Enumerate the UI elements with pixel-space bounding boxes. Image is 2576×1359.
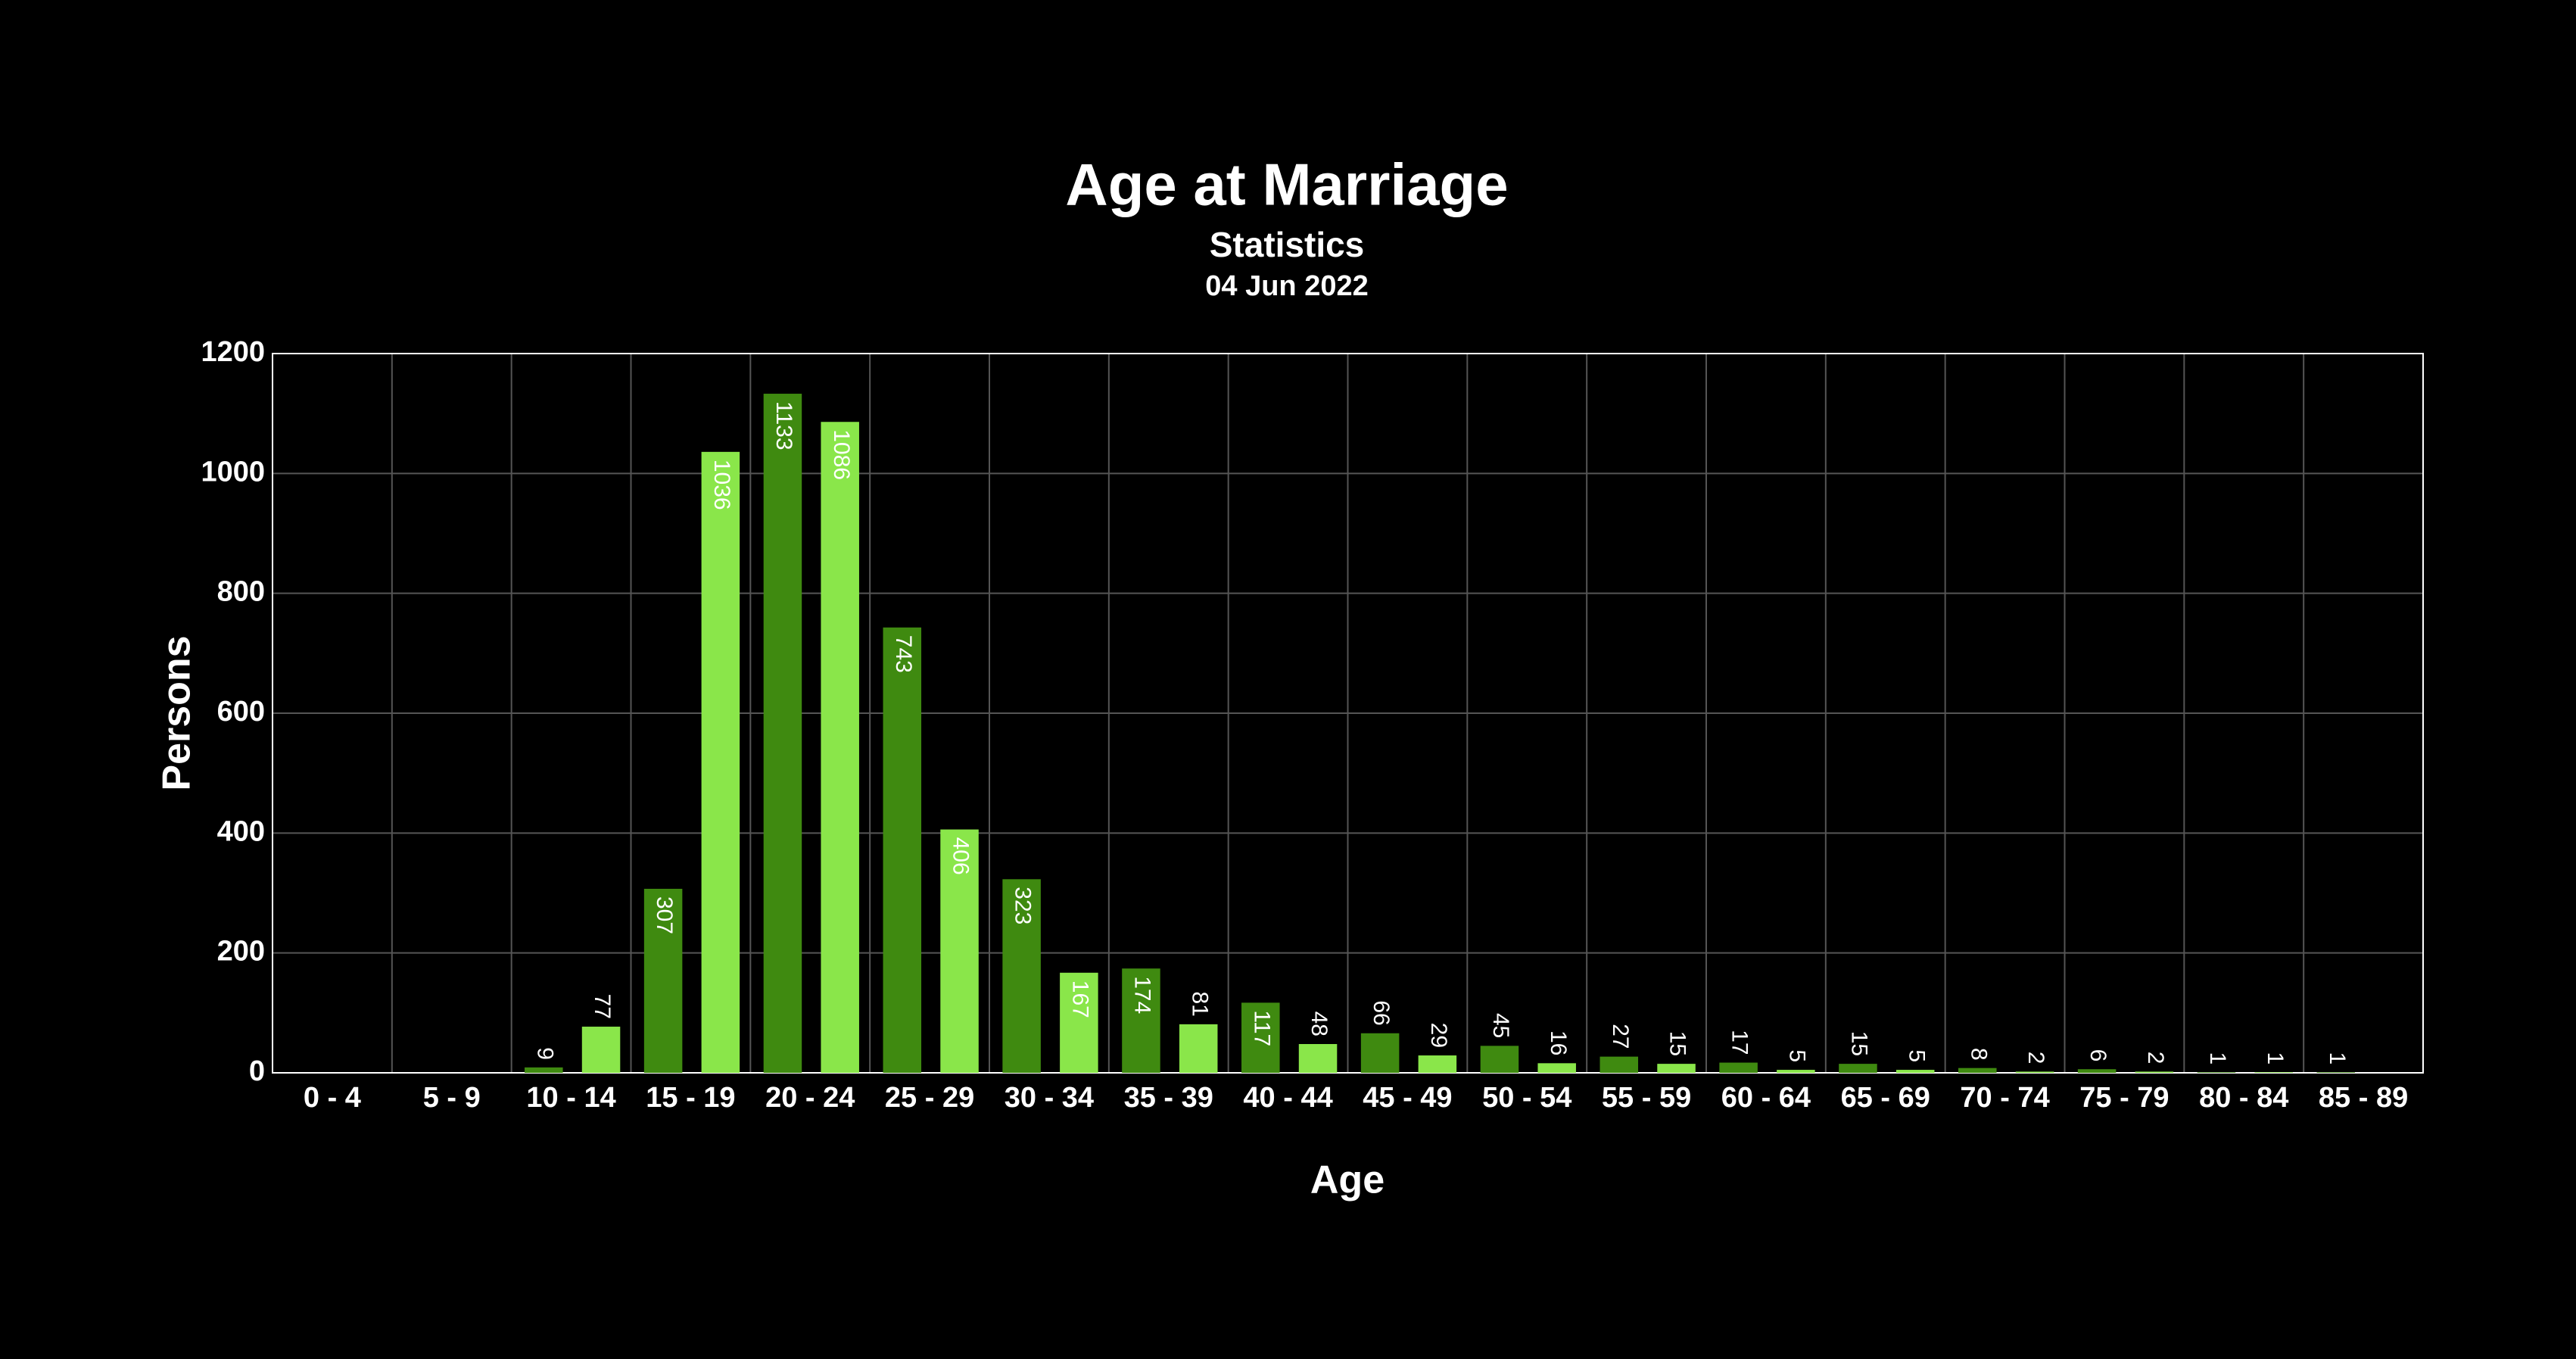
data-label: 77 (590, 994, 615, 1019)
x-tick-label: 40 - 44 (1243, 1082, 1332, 1114)
data-label: 5 (1904, 1049, 1929, 1062)
bar (1360, 1033, 1400, 1073)
bar (1060, 972, 1098, 1073)
bar (2316, 1072, 2356, 1073)
data-label: 174 (1130, 976, 1155, 1014)
bar (1298, 1044, 1338, 1073)
data-label: 5 (1784, 1049, 1809, 1062)
data-label: 16 (1546, 1030, 1571, 1055)
x-tick-label: 35 - 39 (1124, 1082, 1213, 1114)
y-tick-label: 800 (217, 576, 265, 608)
x-tick-label: 60 - 64 (1721, 1082, 1811, 1114)
x-tick-label: 25 - 29 (885, 1082, 974, 1114)
bar (525, 1067, 563, 1073)
data-label: 1086 (829, 429, 854, 480)
y-tick-label: 200 (217, 936, 265, 968)
data-label: 1036 (709, 460, 734, 510)
x-tick-label: 55 - 59 (1602, 1082, 1691, 1114)
chart-title: Age at Marriage (1065, 151, 1508, 218)
y-tick-label: 400 (217, 815, 265, 847)
bar (1719, 1062, 1758, 1073)
bar (581, 1027, 621, 1073)
chart-subtitle: Statistics (1210, 225, 1365, 264)
y-tick-label: 1200 (201, 336, 265, 368)
bar (883, 627, 922, 1073)
x-tick-label: 15 - 19 (646, 1082, 735, 1114)
data-label: 48 (1307, 1011, 1332, 1036)
x-tick-label: 20 - 24 (765, 1082, 855, 1114)
bar (1839, 1064, 1877, 1073)
data-label: 15 (1665, 1031, 1690, 1056)
bar (1537, 1063, 1576, 1073)
y-tick-label: 1000 (201, 456, 265, 488)
data-label: 15 (1847, 1031, 1872, 1056)
bar (1599, 1056, 1639, 1073)
data-label: 29 (1426, 1023, 1451, 1048)
data-label: 8 (1966, 1048, 1991, 1061)
bar (763, 394, 802, 1073)
data-label: 27 (1608, 1024, 1633, 1049)
bar (1777, 1070, 1815, 1073)
data-label: 307 (652, 896, 677, 934)
bar (643, 888, 683, 1073)
bar (1895, 1070, 1935, 1073)
data-label: 1 (2325, 1052, 2350, 1065)
bar (2077, 1069, 2117, 1073)
x-tick-label: 80 - 84 (2199, 1082, 2288, 1114)
data-label: 17 (1727, 1030, 1752, 1055)
plot-frame (272, 353, 2424, 1074)
data-label: 66 (1369, 1000, 1394, 1025)
x-tick-label: 5 - 9 (423, 1082, 481, 1114)
data-label: 743 (891, 635, 916, 673)
bar (2015, 1071, 2054, 1073)
x-tick-label: 85 - 89 (2319, 1082, 2408, 1114)
bar (2197, 1072, 2236, 1073)
bar (2135, 1071, 2174, 1073)
x-tick-label: 50 - 54 (1482, 1082, 1571, 1114)
bar (1179, 1024, 1218, 1073)
x-tick-label: 10 - 14 (526, 1082, 615, 1114)
y-tick-label: 600 (217, 696, 265, 728)
x-tick-label: 75 - 79 (2079, 1082, 2169, 1114)
data-label: 1 (2205, 1052, 2230, 1065)
bar (1657, 1064, 1696, 1073)
x-tick-label: 0 - 4 (304, 1082, 361, 1114)
data-label: 117 (1249, 1010, 1274, 1046)
x-axis-label: Age (1310, 1158, 1385, 1202)
bar (2254, 1072, 2293, 1073)
y-axis-label: Persons (155, 635, 199, 790)
data-label: 167 (1067, 980, 1092, 1018)
bar (1418, 1055, 1457, 1073)
data-label: 1133 (771, 401, 796, 450)
x-tick-label: 30 - 34 (1005, 1082, 1094, 1114)
data-label: 2 (2143, 1052, 2168, 1064)
data-label: 2 (2023, 1052, 2048, 1064)
bar (1122, 968, 1160, 1073)
x-tick-label: 70 - 74 (1960, 1082, 2049, 1114)
data-label: 9 (532, 1047, 557, 1060)
bar (940, 829, 979, 1073)
data-label: 45 (1488, 1013, 1513, 1038)
bar (1958, 1068, 1997, 1073)
chart-date: 04 Jun 2022 (1205, 270, 1368, 302)
bar (1480, 1046, 1519, 1073)
x-tick-label: 45 - 49 (1363, 1082, 1452, 1114)
data-label: 81 (1187, 992, 1212, 1017)
bar (701, 451, 740, 1073)
bar (1002, 879, 1041, 1073)
data-label: 323 (1011, 887, 1036, 924)
x-tick-label: 65 - 69 (1841, 1082, 1930, 1114)
data-label: 406 (948, 837, 973, 875)
bar (1241, 1002, 1280, 1073)
data-label: 6 (2085, 1049, 2110, 1062)
y-tick-label: 0 (249, 1055, 265, 1087)
bar (821, 422, 859, 1073)
data-label: 1 (2263, 1052, 2288, 1065)
